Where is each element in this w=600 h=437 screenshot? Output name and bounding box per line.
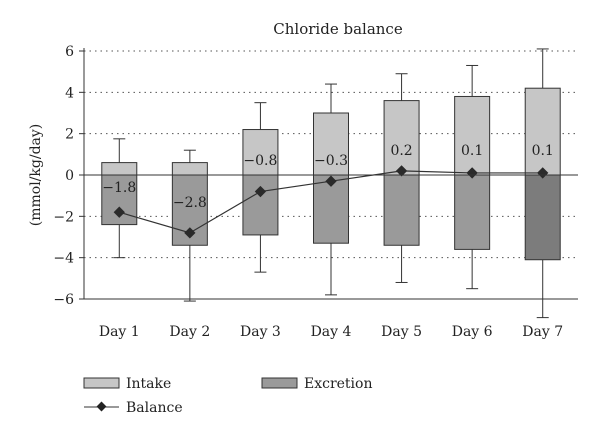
x-tick-label: Day 2 — [169, 324, 210, 340]
intake-bar — [454, 95, 491, 176]
balance-marker — [325, 175, 337, 187]
balance-data-label: −1.8 — [102, 180, 136, 196]
intake-bar — [524, 87, 561, 176]
y-tick-label: 6 — [65, 44, 74, 60]
excretion-bar — [383, 174, 420, 246]
excretion-bar — [454, 174, 491, 250]
x-tick-label: Day 5 — [381, 324, 422, 340]
y-tick-label: 0 — [65, 168, 74, 184]
balance-data-label: 0.1 — [461, 143, 483, 159]
x-tick-label: Day 7 — [522, 324, 563, 340]
balance-data-label: −0.8 — [243, 153, 277, 169]
y-axis-ticks: 6 4 2 0 −2 −4 −6 — [53, 44, 84, 308]
x-tick-label: Day 3 — [240, 324, 281, 340]
balance-data-label: −0.3 — [314, 153, 348, 169]
legend-intake-label: Intake — [126, 376, 171, 392]
y-tick-label: −2 — [53, 209, 74, 225]
balance-data-label: 0.2 — [390, 143, 412, 159]
bars — [101, 87, 561, 261]
balance-series: −1.8 −2.8 −0.8 −0.3 0.2 0.1 0.1 — [102, 143, 554, 239]
balance-data-label: 0.1 — [532, 143, 554, 159]
balance-marker — [254, 185, 267, 198]
legend-excretion-label: Excretion — [304, 376, 372, 392]
legend-balance-marker — [96, 401, 107, 412]
x-tick-label: Day 1 — [99, 324, 140, 340]
balance-marker — [184, 227, 196, 239]
excretion-bar — [524, 174, 561, 261]
balance-marker — [395, 165, 408, 177]
axes — [83, 48, 578, 300]
intake-bar — [101, 162, 138, 176]
balance-marker — [466, 167, 478, 179]
legend-excretion-swatch — [261, 377, 298, 389]
excretion-bar — [242, 174, 279, 236]
y-tick-label: 4 — [65, 85, 74, 101]
intake-bar — [383, 100, 420, 176]
x-tick-label: Day 6 — [452, 324, 493, 340]
error-bars — [113, 48, 549, 319]
y-tick-label: −6 — [53, 292, 74, 308]
legend-intake-swatch — [83, 377, 120, 389]
x-axis-ticks: Day 1 Day 2 Day 3 Day 4 Day 5 Day 6 Day 7 — [99, 324, 563, 340]
intake-bar — [242, 129, 279, 176]
y-axis-label: (mmol/kg/day) — [28, 124, 44, 226]
legend: Intake Excretion Balance — [83, 376, 372, 416]
intake-bar — [313, 112, 349, 176]
y-tick-label: −4 — [53, 251, 74, 267]
legend-balance-label: Balance — [126, 400, 183, 416]
chart-title: Chloride balance — [273, 20, 403, 38]
balance-data-label: −2.8 — [173, 195, 207, 211]
balance-marker — [537, 167, 549, 179]
y-tick-label: 2 — [65, 127, 74, 143]
x-tick-label: Day 4 — [311, 324, 352, 340]
intake-bar — [171, 162, 208, 176]
